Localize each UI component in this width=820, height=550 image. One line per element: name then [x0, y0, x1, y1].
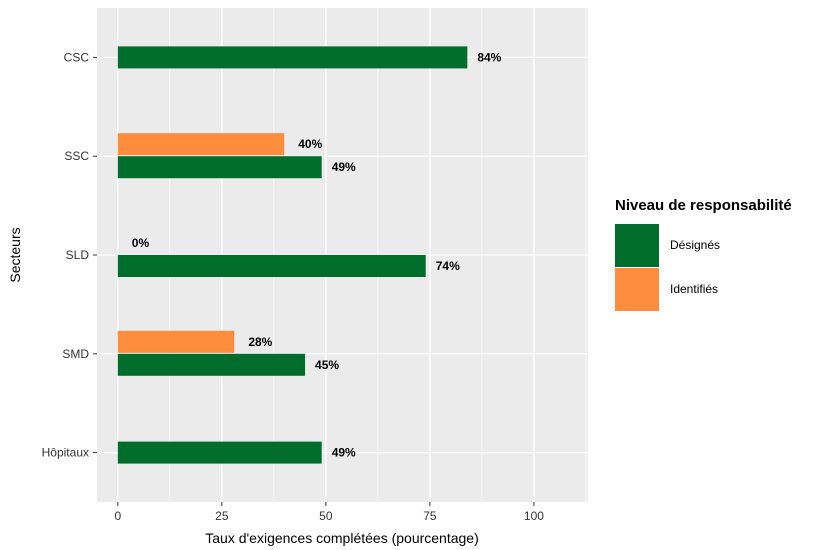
legend: Niveau de responsabilité Désignés Identif…	[615, 197, 792, 311]
axes: CSC SSC SLD SMD Hôpitaux 0 25 50 75 100	[42, 50, 545, 523]
data-label-designes-2: 74%	[436, 259, 460, 273]
legend-label-1: Identifiés	[670, 282, 718, 296]
bar-identifies-3	[117, 330, 235, 353]
x-tick-label-3: 75	[423, 509, 437, 523]
y-tick-label-0: CSC	[64, 50, 90, 64]
data-label-designes-3: 45%	[315, 358, 339, 372]
bar-designes-3	[117, 353, 306, 376]
legend-swatch-0	[615, 224, 659, 267]
bar-identifies-1	[117, 133, 285, 156]
x-tick-label-4: 100	[524, 509, 544, 523]
data-label-identifies-1: 40%	[298, 137, 322, 151]
data-label-designes-4: 49%	[332, 446, 356, 460]
data-label-identifies-3: 28%	[248, 335, 272, 349]
legend-items: Désignés Identifiés	[615, 224, 720, 311]
y-tick-label-4: Hôpitaux	[42, 446, 89, 460]
x-tick-label-0: 0	[114, 509, 121, 523]
bar-designes-0	[117, 46, 468, 69]
legend-swatch-1	[615, 268, 659, 311]
y-tick-label-3: SMD	[62, 347, 89, 361]
legend-label-0: Désignés	[670, 238, 720, 252]
x-tick-label-1: 25	[215, 509, 229, 523]
x-axis-title: Taux d'exigences complétées (pourcentage…	[205, 530, 479, 546]
data-labels: 84% 49% 40% 74% 0% 45% 28% 49%	[132, 50, 502, 459]
x-tick-label-2: 50	[319, 509, 333, 523]
bars	[117, 46, 468, 464]
data-label-designes-1: 49%	[332, 160, 356, 174]
y-axis-title: Secteurs	[7, 227, 23, 282]
bar-designes-1	[117, 156, 322, 179]
y-tick-label-1: SSC	[64, 149, 89, 163]
bar-designes-4	[117, 441, 322, 464]
data-label-designes-0: 84%	[477, 50, 501, 64]
data-label-identifies-2: 0%	[132, 236, 150, 250]
legend-title: Niveau de responsabilité	[615, 197, 792, 214]
y-tick-label-2: SLD	[66, 248, 90, 262]
bar-designes-2	[117, 255, 426, 277]
